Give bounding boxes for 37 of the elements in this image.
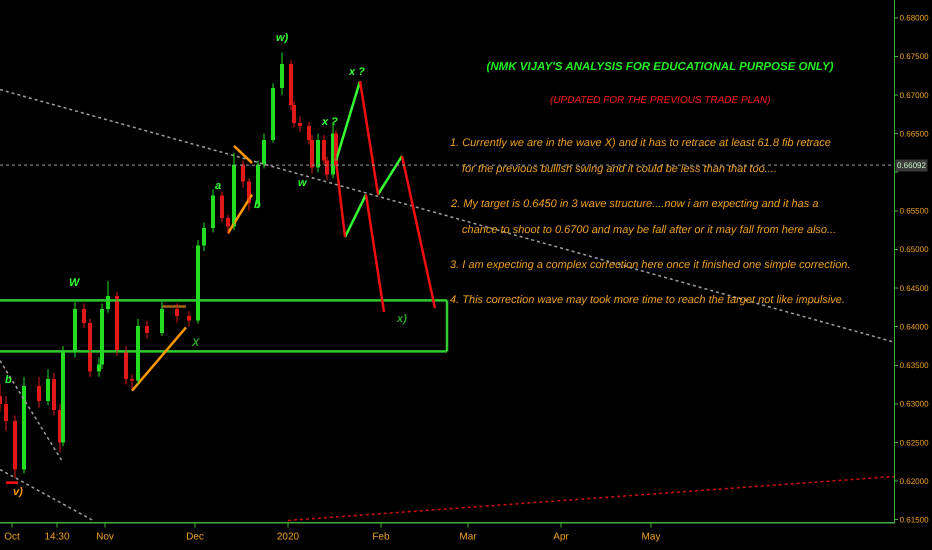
annotation: W	[69, 277, 81, 289]
annotation: X	[191, 337, 200, 349]
y-tick-label: 0.64000	[900, 322, 930, 332]
y-tick-label: 0.67500	[900, 52, 930, 62]
text: (UPDATED FOR THE PREVIOUS TRADE PLAN)	[550, 95, 770, 106]
x-tick-label: Feb	[372, 532, 390, 542]
y-tick-label: 0.65000	[900, 245, 930, 254]
annotation: a	[215, 180, 222, 192]
x-tick-label: May	[642, 532, 660, 542]
x-tick-label: 14:30	[44, 532, 70, 542]
x-tick-label: Nov	[96, 532, 114, 542]
ref-line-label: 0.66092	[897, 161, 926, 170]
y-tick-label: 0.67000	[900, 90, 930, 100]
annotation: x ?	[321, 116, 338, 128]
y-tick-label: 0.65500	[900, 206, 930, 216]
y-tick-label: 0.68000	[900, 14, 930, 23]
y-tick-label: 0.62000	[900, 476, 930, 486]
x-tick-label: 2020	[276, 532, 300, 542]
annotation: x)	[396, 313, 408, 325]
x-tick-label: Oct	[4, 532, 20, 542]
text: 2. My target is 0.6450 in 3 wave structure....now i am expecting and it has a chance to shoot to 0.6700 and may be fall after or it may fall from here also...	[451, 198, 836, 236]
annotation: w)	[276, 32, 289, 44]
annotation: b	[5, 374, 12, 386]
y-tick-label: 0.61500	[900, 515, 930, 524]
text: 1. Currently we are in the wave X) and it has to retrace at least 61.8 fib retrace for the previous bullish swing and it could be less than that too....	[450, 137, 831, 175]
y-tick-label: 0.66500	[900, 129, 930, 138]
x-tick-label: Mar	[459, 532, 478, 542]
x-tick-label: Dec	[186, 532, 204, 542]
y-tick-label: 0.63000	[900, 400, 930, 409]
y-tick-label: 0.63500	[900, 361, 930, 370]
y-tick-label: 0.64500	[900, 284, 930, 293]
annotation: w	[298, 177, 308, 189]
annotation: x ?	[348, 66, 366, 78]
x-tick-label: Apr	[553, 532, 570, 542]
y-tick-label: 0.62500	[900, 438, 930, 448]
annotation: v)	[13, 486, 24, 498]
text: (NMK VIJAY'S ANALYSIS FOR EDUCATIONAL PURPOSE ONLY)	[486, 61, 834, 74]
